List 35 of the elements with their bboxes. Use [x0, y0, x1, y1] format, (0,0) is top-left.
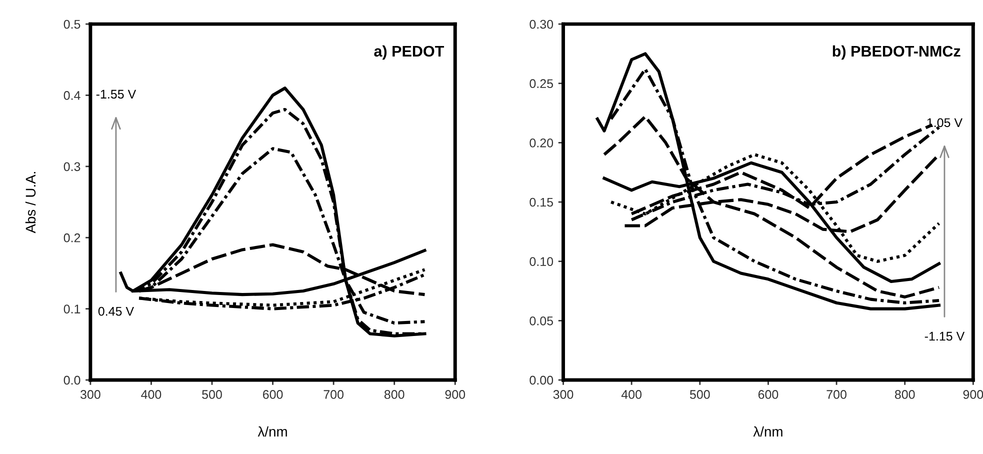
- text: a) PEDOT: [374, 45, 444, 60]
- x-tick-label: 800: [894, 390, 915, 399]
- y-tick-label: 0.5: [64, 20, 80, 29]
- text: b) PBEDOT-NMCz: [832, 45, 960, 60]
- x-tick-label: 900: [963, 390, 983, 399]
- y-tick-label: 0.05: [530, 316, 554, 326]
- x-tick-label: 900: [445, 390, 466, 399]
- y-tick-label: 0.0: [64, 376, 80, 385]
- x-tick-label: 500: [202, 390, 222, 399]
- y-tick-label: 0.1: [64, 304, 80, 314]
- x-tick-label: 400: [621, 390, 642, 399]
- y-axis-title: Abs / U.A.: [25, 172, 36, 234]
- y-tick-label: 0.00: [530, 376, 554, 385]
- y-tick-label: 0.2: [64, 233, 80, 242]
- y-tick-label: 0.3: [64, 162, 80, 172]
- annotation: -1.55 V: [96, 90, 136, 99]
- x-tick-label: 700: [324, 390, 344, 399]
- y-tick-label: 0.4: [64, 91, 80, 100]
- x-tick-label: 500: [690, 390, 710, 399]
- x-axis-title: λ/nm: [753, 426, 782, 437]
- x-tick-label: 300: [80, 390, 100, 399]
- annotation: 0.45 V: [98, 306, 134, 316]
- y-tick-label: 0.20: [530, 138, 554, 148]
- y-tick-label: 0.15: [530, 198, 554, 207]
- x-tick-label: 400: [141, 390, 162, 399]
- x-tick-label: 300: [553, 390, 574, 399]
- y-tick-label: 0.25: [530, 79, 554, 88]
- y-tick-label: 0.30: [530, 20, 554, 29]
- x-tick-label: 600: [758, 390, 778, 399]
- x-axis-title: λ/nm: [258, 426, 287, 437]
- annotation: -1.15 V: [924, 332, 965, 341]
- x-tick-label: 800: [384, 390, 404, 399]
- x-tick-label: 600: [262, 390, 283, 399]
- x-tick-label: 700: [826, 390, 846, 399]
- y-tick-label: 0.10: [530, 257, 554, 266]
